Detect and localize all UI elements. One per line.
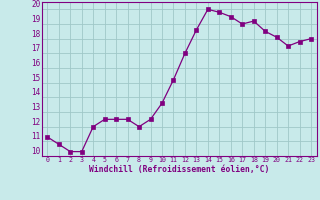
X-axis label: Windchill (Refroidissement éolien,°C): Windchill (Refroidissement éolien,°C) (89, 165, 269, 174)
